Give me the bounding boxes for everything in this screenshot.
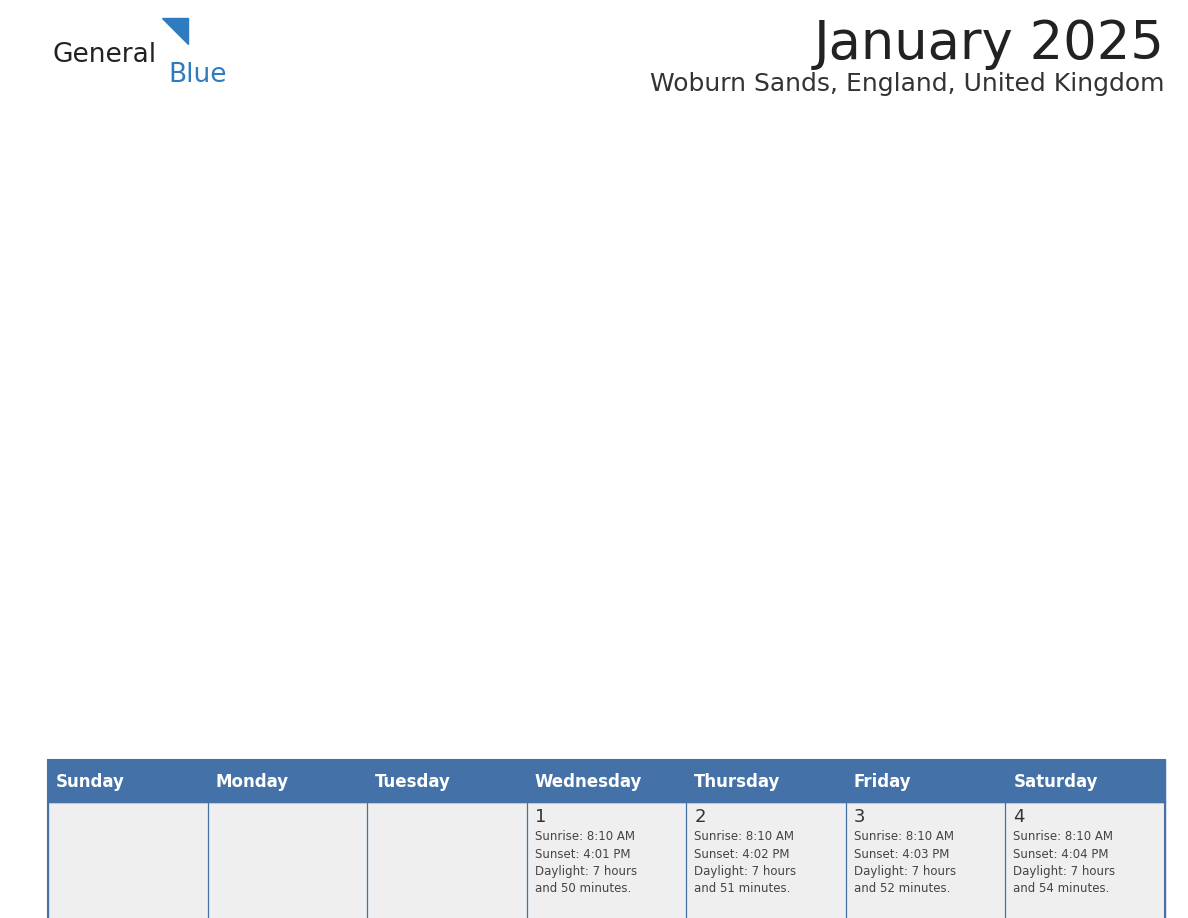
Bar <box>846 802 1005 918</box>
Text: and 54 minutes.: and 54 minutes. <box>1013 882 1110 895</box>
Text: Daylight: 7 hours: Daylight: 7 hours <box>535 865 637 878</box>
Text: and 52 minutes.: and 52 minutes. <box>854 882 950 895</box>
Text: Woburn Sands, England, United Kingdom: Woburn Sands, England, United Kingdom <box>651 72 1165 96</box>
Text: Daylight: 7 hours: Daylight: 7 hours <box>854 865 956 878</box>
Text: Thursday: Thursday <box>694 773 781 791</box>
Text: Monday: Monday <box>215 773 289 791</box>
Text: Daylight: 7 hours: Daylight: 7 hours <box>694 865 796 878</box>
Text: 1: 1 <box>535 808 546 826</box>
Text: Sunrise: 8:10 AM: Sunrise: 8:10 AM <box>694 830 795 843</box>
Bar <box>526 802 687 918</box>
Bar <box>48 760 1165 802</box>
Bar <box>687 802 846 918</box>
Text: and 51 minutes.: and 51 minutes. <box>694 882 791 895</box>
Text: Daylight: 7 hours: Daylight: 7 hours <box>1013 865 1116 878</box>
Text: Sunrise: 8:10 AM: Sunrise: 8:10 AM <box>1013 830 1113 843</box>
Bar <box>48 802 208 918</box>
Text: General: General <box>52 42 156 68</box>
Polygon shape <box>162 18 188 44</box>
Text: Sunset: 4:04 PM: Sunset: 4:04 PM <box>1013 847 1108 860</box>
Text: Wednesday: Wednesday <box>535 773 642 791</box>
Text: Sunset: 4:03 PM: Sunset: 4:03 PM <box>854 847 949 860</box>
Text: 3: 3 <box>854 808 865 826</box>
Text: Saturday: Saturday <box>1013 773 1098 791</box>
Bar <box>208 802 367 918</box>
Text: Sunset: 4:01 PM: Sunset: 4:01 PM <box>535 847 630 860</box>
Text: 2: 2 <box>694 808 706 826</box>
Text: and 50 minutes.: and 50 minutes. <box>535 882 631 895</box>
Text: Friday: Friday <box>854 773 911 791</box>
Bar <box>1005 802 1165 918</box>
Text: Tuesday: Tuesday <box>375 773 451 791</box>
Text: Sunrise: 8:10 AM: Sunrise: 8:10 AM <box>854 830 954 843</box>
Text: 4: 4 <box>1013 808 1025 826</box>
Bar <box>367 802 526 918</box>
Text: Sunday: Sunday <box>56 773 125 791</box>
Text: Sunrise: 8:10 AM: Sunrise: 8:10 AM <box>535 830 634 843</box>
Text: January 2025: January 2025 <box>814 18 1165 70</box>
Text: Blue: Blue <box>168 62 227 88</box>
Text: Sunset: 4:02 PM: Sunset: 4:02 PM <box>694 847 790 860</box>
Bar <box>48 760 1165 918</box>
